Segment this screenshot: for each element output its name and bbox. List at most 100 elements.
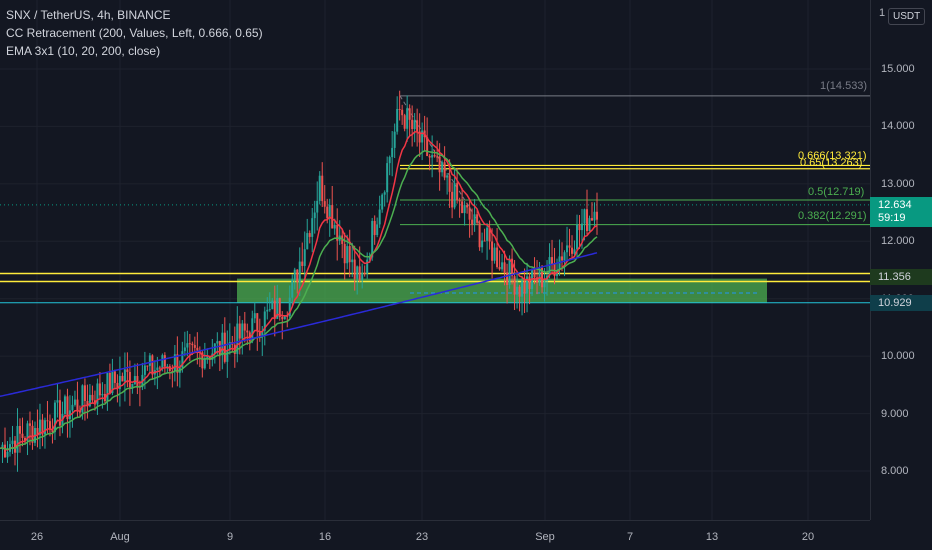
candle-body (74, 400, 76, 405)
candle-body (439, 157, 441, 173)
candle-body (454, 183, 456, 207)
indicator-cc-retracement[interactable]: CC Retracement (200, Values, Left, 0.666… (6, 24, 263, 42)
candle-body (29, 423, 31, 425)
candle-body (306, 233, 308, 249)
candle-body (479, 223, 481, 248)
fib-label-1: 1(14.533) (820, 80, 867, 92)
candle-body (379, 210, 381, 225)
price-tick-label: 12.000 (881, 235, 915, 247)
price-tick-label: 13.000 (881, 178, 915, 190)
candle-body (361, 273, 363, 280)
candle-body (354, 260, 356, 279)
time-axis[interactable]: 26 Aug 9 16 23 Sep 7 13 20 (0, 520, 870, 550)
candle-body (434, 155, 436, 156)
candle-body (579, 224, 581, 230)
candle-body (571, 248, 573, 254)
candle-body (371, 221, 373, 258)
candle-body (326, 207, 328, 219)
chart-canvas[interactable] (0, 0, 870, 520)
candle-body (266, 310, 268, 312)
candle-body (71, 405, 73, 411)
candle-body (196, 348, 198, 351)
candle-body (496, 248, 498, 267)
candle-body (101, 394, 103, 395)
candle-body (564, 252, 566, 260)
candle-body (349, 246, 351, 262)
candle-body (91, 395, 93, 400)
time-tick-label: 26 (31, 531, 43, 543)
candle-body (121, 376, 123, 382)
candle-body (194, 345, 196, 348)
level-label-a: 11.356 (870, 269, 932, 285)
candle-body (114, 371, 116, 383)
candle-body (129, 372, 131, 388)
currency-button[interactable]: USDT (888, 8, 925, 25)
candle-body (444, 162, 446, 177)
candle-body (581, 224, 583, 230)
candle-body (309, 233, 311, 237)
fib-label-05: 0.5(12.719) (808, 186, 864, 198)
candle-body (304, 249, 306, 266)
candle-body (589, 218, 591, 231)
candle-body (449, 175, 451, 191)
candle-body (76, 400, 78, 411)
candle-body (254, 313, 256, 318)
candle-body (324, 201, 326, 207)
candle-body (584, 209, 586, 223)
candle-body (151, 355, 153, 374)
candle-body (126, 369, 128, 372)
candle-body (404, 115, 406, 129)
fib-label-0382: 0.382(12.291) (798, 210, 867, 222)
candle-body (351, 260, 353, 263)
candle-body (386, 163, 388, 192)
candle-body (364, 273, 366, 274)
candle-body (494, 248, 496, 261)
candle-body (391, 148, 393, 157)
candle-body (271, 301, 273, 310)
candle-body (381, 195, 383, 210)
candle-body (436, 156, 438, 157)
candle-body (84, 385, 86, 401)
candle-body (19, 426, 21, 434)
candle-body (544, 281, 546, 287)
candle-body (401, 110, 403, 115)
candle-body (11, 441, 13, 444)
candle-body (499, 267, 501, 269)
candle-body (464, 205, 466, 213)
candle-body (411, 120, 413, 129)
candle-body (189, 343, 191, 344)
price-axis[interactable]: 15.00014.00013.00012.00011.00010.0009.00… (870, 0, 932, 520)
candle-body (459, 200, 461, 201)
candle-body (106, 373, 108, 401)
candle-body (246, 331, 248, 333)
candle-body (484, 241, 486, 242)
candle-body (281, 317, 283, 319)
time-tick-label: 23 (416, 531, 428, 543)
candle-body (561, 256, 563, 260)
candle-body (146, 366, 148, 367)
price-tick-label: 15.000 (881, 63, 915, 75)
candle-body (99, 383, 101, 395)
candle-body (421, 130, 423, 142)
candle-body (456, 183, 458, 200)
candle-body (374, 221, 376, 235)
candle-body (389, 157, 391, 163)
candle-body (521, 281, 523, 296)
candle-body (396, 109, 398, 132)
candle-body (46, 420, 48, 421)
symbol-title[interactable]: SNX / TetherUS, 4h, BINANCE (6, 6, 263, 24)
candle-body (226, 350, 228, 362)
candle-body (414, 120, 416, 129)
candle-body (431, 155, 433, 157)
candle-body (219, 341, 221, 355)
candle-body (399, 109, 401, 110)
candle-body (109, 373, 111, 393)
candle-body (4, 445, 6, 458)
candle-body (384, 192, 386, 194)
indicator-ema[interactable]: EMA 3x1 (10, 20, 200, close) (6, 42, 263, 60)
fib-label-065: 0.65(13.263) (800, 157, 862, 169)
candle-body (596, 212, 598, 220)
candle-body (486, 228, 488, 241)
candle-body (474, 214, 476, 225)
candle-body (359, 266, 361, 279)
